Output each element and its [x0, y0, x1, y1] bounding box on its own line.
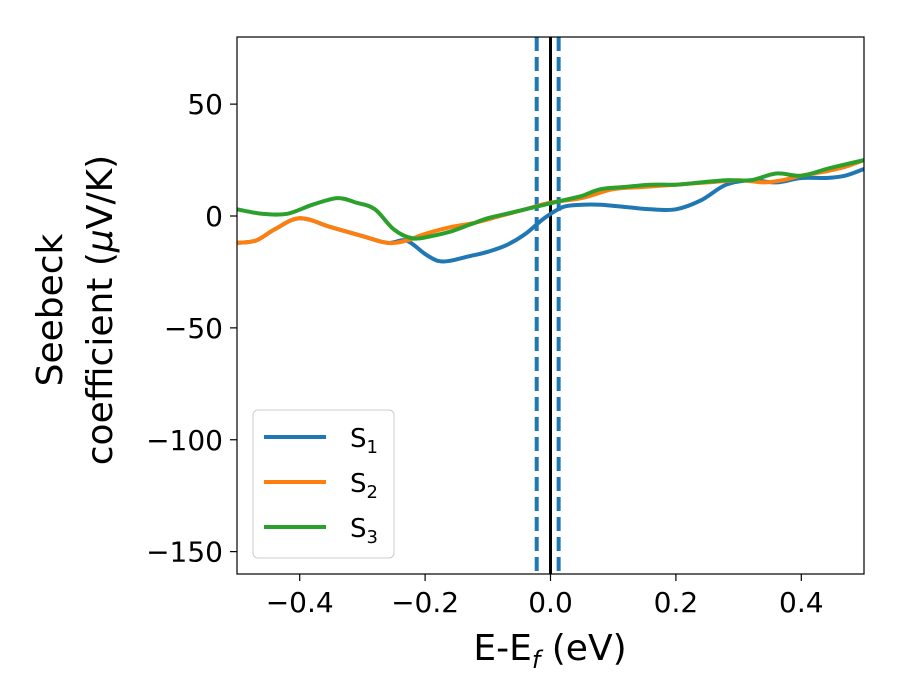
- reference-lines: [534, 37, 561, 574]
- x-tick-label: 0.4: [779, 586, 824, 619]
- x-axis-label-main: E-E: [473, 628, 531, 669]
- y-tick-label: 50: [187, 88, 223, 121]
- y-axis-label-mu: μ: [80, 229, 121, 253]
- x-axis-label: E-Ef (eV): [473, 628, 626, 674]
- y-axis-label-line2: coefficient (μV/K): [80, 155, 121, 465]
- y-axis-label-line2-end: V/K): [80, 155, 121, 229]
- series-lines: [237, 158, 864, 264]
- legend-label-main: S: [350, 424, 367, 454]
- series-line-s3: [237, 158, 864, 241]
- y-tick-label: 0: [205, 200, 223, 233]
- legend-label-s1: S1: [350, 424, 378, 458]
- y-tick-label: −100: [146, 424, 223, 457]
- legend-label-main: S: [350, 469, 367, 499]
- y-axis-label-line2-text: coefficient (: [80, 252, 121, 465]
- legend-label-main: S: [350, 514, 367, 544]
- y-tick-label: −50: [164, 312, 223, 345]
- x-tick-label: 0.2: [654, 586, 699, 619]
- x-tick-label: 0.0: [528, 586, 573, 619]
- legend-label-s2: S2: [350, 469, 378, 503]
- x-axis-label-unit: (eV): [540, 628, 626, 669]
- legend-label-s3: S3: [350, 514, 378, 548]
- legend-label-sub: 2: [367, 482, 378, 503]
- x-tick-label: −0.2: [391, 586, 459, 619]
- y-tick-label: −150: [146, 536, 223, 569]
- legend-label-sub: 3: [367, 527, 378, 548]
- y-axis-ticks: 50 0 −50 −100 −150: [146, 88, 237, 569]
- x-axis-ticks: −0.4 −0.2 0.0 0.2 0.4: [266, 574, 824, 619]
- y-axis-label: Seebeck coefficient (μV/K): [30, 155, 121, 465]
- y-axis-label-line1: Seebeck: [30, 233, 71, 386]
- x-tick-label: −0.4: [266, 586, 334, 619]
- legend-label-sub: 1: [367, 437, 378, 458]
